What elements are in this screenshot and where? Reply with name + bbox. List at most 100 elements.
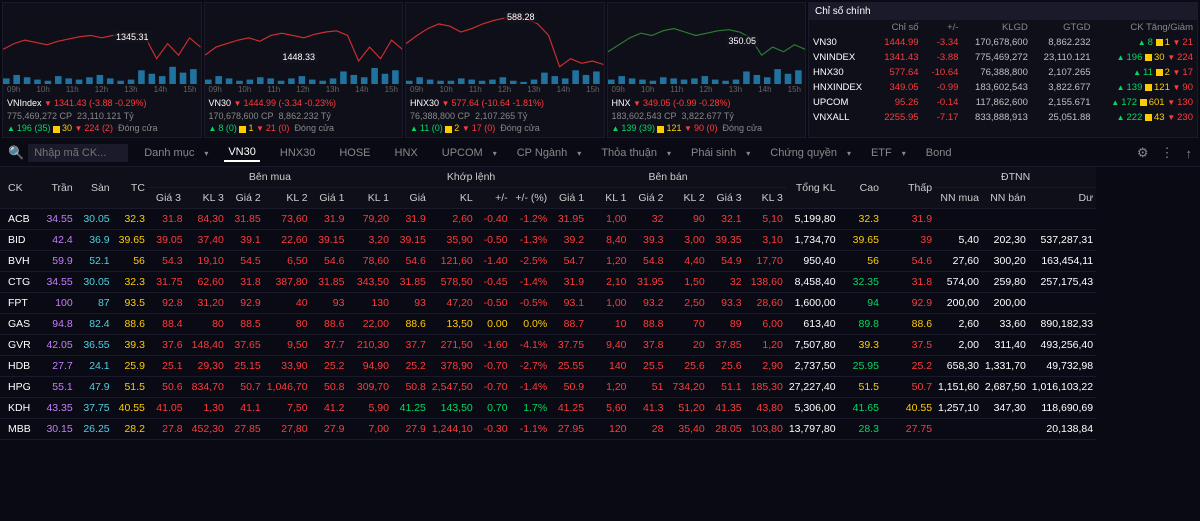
table-row[interactable]: MBB 30.15 26.25 28.2 27.8452,3027.8527,8…: [0, 419, 1200, 440]
chart-panel-hnx[interactable]: 350.05 09h10h11h12h13h14h15h HNX 349.05 …: [607, 2, 807, 138]
chart-info: HNX30 577.64 (-10.64 -1.81%) 76,388,800 …: [406, 95, 604, 137]
idx-col-header: +/-: [923, 20, 963, 35]
more-icon[interactable]: ⋮: [1161, 145, 1174, 161]
col-gia3b[interactable]: Giá 3: [708, 188, 745, 209]
table-row[interactable]: GAS 94.8 82.4 88.6 88.48088.58088.622,00…: [0, 314, 1200, 335]
idx-row[interactable]: HNXINDEX349.05-0.99183,602,5433,822.6771…: [809, 80, 1197, 95]
index-summary-table: Chỉ số+/-KLGDGTGDCK Tăng/Giảm VN301444.9…: [809, 20, 1197, 125]
col-gia2[interactable]: Giá 2: [227, 188, 264, 209]
search-input[interactable]: [28, 144, 128, 162]
header-row-2: Giá 3KL 3 Giá 2KL 2 Giá 1KL 1 GiáKL +/-+…: [0, 188, 1200, 209]
chart-info: HNX 349.05 (-0.99 -0.28%) 183,602,543 CP…: [608, 95, 806, 137]
chart-area: 1448.33: [205, 3, 403, 84]
tab-vn30[interactable]: VN30: [224, 144, 260, 162]
idx-row[interactable]: UPCOM95.26-0.14117,862,6002,155.671172 6…: [809, 95, 1197, 110]
main-price-table: CK Trần Sàn TC Bên mua Khớp lệnh Bên bán…: [0, 167, 1200, 440]
col-cao[interactable]: Cao: [839, 167, 882, 209]
tab-bond[interactable]: Bond: [922, 145, 956, 161]
col-gia[interactable]: Giá: [392, 188, 429, 209]
header-row-1: CK Trần Sàn TC Bên mua Khớp lệnh Bên bán…: [0, 167, 1200, 188]
chevron-down-icon: ▾: [902, 149, 906, 158]
tab-etf[interactable]: ETF: [867, 145, 896, 161]
table-row[interactable]: HPG 55.1 47.9 51.5 50.6834,7050.71,046,7…: [0, 377, 1200, 398]
chart-xaxis: 09h10h11h12h13h14h15h: [608, 84, 806, 95]
up-icon[interactable]: ↑: [1186, 146, 1193, 161]
tab-hose[interactable]: HOSE: [335, 145, 374, 161]
tab-hnx[interactable]: HNX: [391, 145, 422, 161]
chart-panel-vnindex[interactable]: 1345.31 09h10h11h12h13h14h15h VNIndex 13…: [2, 2, 202, 138]
col-gia1b[interactable]: Giá 1: [550, 188, 587, 209]
chart-panel-vn30[interactable]: 1448.33 09h10h11h12h13h14h15h VN30 1444.…: [204, 2, 404, 138]
chevron-down-icon: ▾: [577, 149, 581, 158]
col-kl2b[interactable]: KL 2: [666, 188, 707, 209]
search-icon[interactable]: 🔍: [8, 145, 24, 161]
sparkline-svg: [608, 3, 806, 84]
tab-phái-sinh[interactable]: Phái sinh: [687, 145, 740, 161]
col-nnban[interactable]: NN bán: [982, 188, 1029, 209]
chart-xaxis: 09h10h11h12h13h14h15h: [406, 84, 604, 95]
main-table-wrap: CK Trần Sàn TC Bên mua Khớp lệnh Bên bán…: [0, 167, 1200, 440]
chart-last-label: 1448.33: [280, 51, 319, 63]
col-kl3b[interactable]: KL 3: [745, 188, 786, 209]
tab-hnx30[interactable]: HNX30: [276, 145, 319, 161]
idx-row[interactable]: VNINDEX1341.43-3.88775,469,27223,110.121…: [809, 50, 1197, 65]
col-benban: Bên bán: [550, 167, 786, 188]
col-thap[interactable]: Thấp: [882, 167, 935, 209]
table-row[interactable]: BVH 59.9 52.1 56 54.319,1054.56,5054.678…: [0, 251, 1200, 272]
idx-row[interactable]: VN301444.99-3.34170,678,6008,862.2328 1 …: [809, 35, 1197, 50]
col-gia1[interactable]: Giá 1: [311, 188, 348, 209]
table-row[interactable]: FPT 100 87 93.5 92.831,2092.94093130 934…: [0, 293, 1200, 314]
tab-thỏa-thuận[interactable]: Thỏa thuận: [597, 145, 661, 161]
table-row[interactable]: ACB 34.55 30.05 32.3 31.884,3031.8573,60…: [0, 209, 1200, 230]
col-chg[interactable]: +/-: [476, 188, 511, 209]
col-dtnn: ĐTNN: [935, 167, 1096, 188]
col-kl3[interactable]: KL 3: [186, 188, 227, 209]
idx-col-header: Chỉ số: [874, 20, 922, 35]
idx-col-header: CK Tăng/Giảm: [1095, 20, 1197, 35]
chart-xaxis: 09h10h11h12h13h14h15h: [3, 84, 201, 95]
tab-cp-ngành[interactable]: CP Ngành: [513, 145, 572, 161]
tab-danh-mục[interactable]: Danh mục: [140, 145, 198, 161]
table-row[interactable]: HDB 27.7 24.1 25.9 25.129,3025.1533,9025…: [0, 356, 1200, 377]
col-kl1[interactable]: KL 1: [347, 188, 392, 209]
idx-row[interactable]: VNXALL2255.95-7.17833,888,91325,051.8822…: [809, 110, 1197, 125]
index-table: Chỉ số chính Chỉ số+/-KLGDGTGDCK Tăng/Gi…: [808, 2, 1198, 138]
sparkline-svg: [3, 3, 201, 84]
idx-col-header: GTGD: [1032, 20, 1095, 35]
tab-upcom[interactable]: UPCOM: [438, 145, 487, 161]
col-kl1b[interactable]: KL 1: [587, 188, 629, 209]
chart-xaxis: 09h10h11h12h13h14h15h: [205, 84, 403, 95]
col-khoplenh: Khớp lệnh: [392, 167, 550, 188]
col-du[interactable]: Dư: [1029, 188, 1096, 209]
table-row[interactable]: GVR 42.05 36.55 39.3 37.6148,4037.659,50…: [0, 335, 1200, 356]
settings-icon[interactable]: ⚙: [1137, 145, 1149, 161]
chart-last-label: 588.28: [504, 11, 538, 23]
idx-row[interactable]: HNX30577.64-10.6476,388,8002,107.26511 2…: [809, 65, 1197, 80]
col-pct[interactable]: +/- (%): [511, 188, 551, 209]
col-ck[interactable]: CK: [0, 167, 39, 209]
col-kl2[interactable]: KL 2: [264, 188, 311, 209]
toolbar: 🔍 Danh mục ▾ VN30 HNX30 HOSE HNX UPCOM ▾ CP Ngàn…: [0, 140, 1200, 167]
chevron-down-icon: ▾: [204, 149, 208, 158]
col-san[interactable]: Sàn: [76, 167, 113, 209]
col-tongkl[interactable]: Tổng KL: [786, 167, 839, 209]
top-section: 1345.31 09h10h11h12h13h14h15h VNIndex 13…: [0, 0, 1200, 140]
index-table-title: Chỉ số chính: [809, 3, 1197, 20]
chart-panel-hnx30[interactable]: 588.28 09h10h11h12h13h14h15h HNX30 577.6…: [405, 2, 605, 138]
chevron-down-icon: ▾: [746, 149, 750, 158]
chart-area: 588.28: [406, 3, 604, 84]
chevron-down-icon: ▾: [847, 149, 851, 158]
idx-col-header: [809, 20, 874, 35]
table-row[interactable]: CTG 34.55 30.05 32.3 31.7562,6031.8387,8…: [0, 272, 1200, 293]
tab-chứng-quyền[interactable]: Chứng quyền: [766, 145, 841, 161]
table-row[interactable]: BID 42.4 36.9 39.65 39.0537,4039.122,603…: [0, 230, 1200, 251]
col-tc[interactable]: TC: [113, 167, 148, 209]
col-gia2b[interactable]: Giá 2: [630, 188, 667, 209]
col-kl[interactable]: KL: [429, 188, 476, 209]
chart-area: 1345.31: [3, 3, 201, 84]
col-gia3[interactable]: Giá 3: [148, 188, 186, 209]
col-nnmua[interactable]: NN mua: [935, 188, 982, 209]
col-tran[interactable]: Trần: [39, 167, 76, 209]
search-box: 🔍: [8, 144, 128, 162]
table-row[interactable]: KDH 43.35 37.75 40.55 41.051,3041.17,504…: [0, 398, 1200, 419]
